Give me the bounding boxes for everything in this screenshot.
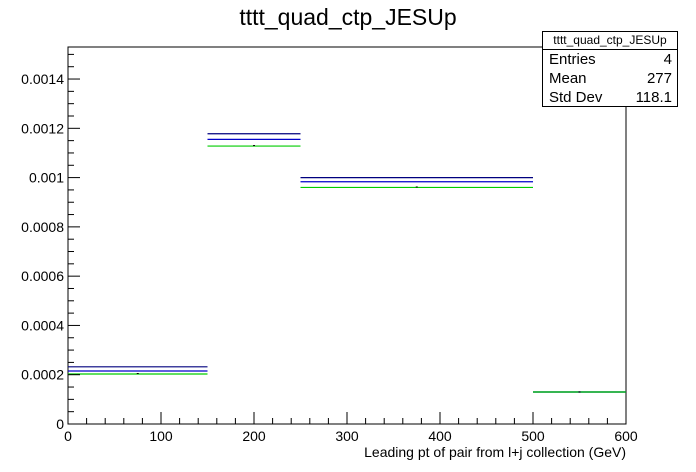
chart-title: tttt_quad_ctp_JESUp (239, 4, 457, 30)
y-tick-label: 0.001 (29, 170, 64, 186)
stats-stddev-value: 118.1 (635, 89, 672, 106)
y-tick-label: 0.0002 (21, 367, 64, 383)
y-tick-label: 0.0004 (21, 317, 64, 333)
stats-row-stddev: Std Dev 118.1 (543, 88, 677, 107)
x-axis-label: Leading pt of pair from l+j collection (… (364, 444, 626, 460)
stats-entries-label: Entries (549, 51, 596, 68)
stats-box: tttt_quad_ctp_JESUp Entries 4 Mean 277 S… (542, 31, 678, 107)
stats-row-mean: Mean 277 (543, 69, 677, 88)
stats-row-entries: Entries 4 (543, 50, 677, 69)
x-tick-label: 600 (614, 428, 638, 444)
stats-box-title: tttt_quad_ctp_JESUp (543, 32, 677, 50)
x-tick-label: 100 (149, 428, 173, 444)
x-tick-label: 500 (521, 428, 545, 444)
stats-stddev-label: Std Dev (549, 89, 603, 106)
stats-entries-value: 4 (663, 51, 672, 68)
y-tick-label: 0.0008 (21, 219, 64, 235)
x-tick-label: 200 (242, 428, 266, 444)
stats-mean-value: 277 (646, 70, 672, 87)
stats-mean-label: Mean (549, 70, 587, 87)
x-tick-label: 400 (428, 428, 452, 444)
x-tick-label: 0 (64, 428, 72, 444)
y-tick-label: 0 (56, 416, 64, 432)
y-tick-label: 0.0014 (21, 71, 64, 87)
y-tick-label: 0.0006 (21, 268, 64, 284)
y-tick-label: 0.0012 (21, 120, 64, 136)
x-tick-label: 300 (335, 428, 359, 444)
